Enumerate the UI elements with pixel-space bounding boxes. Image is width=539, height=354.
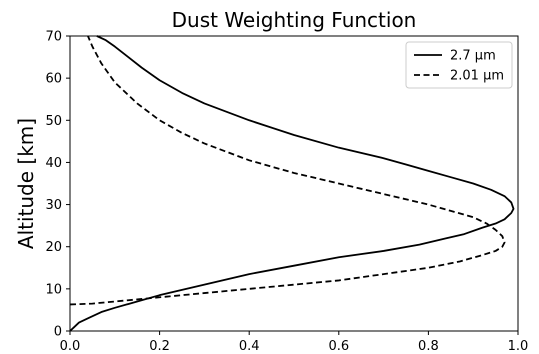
- x-tick-label: 0.0: [60, 339, 81, 354]
- y-tick-label: 30: [45, 198, 62, 213]
- y-axis-label: Altitude [km]: [14, 118, 38, 249]
- chart-title: Dust Weighting Function: [172, 8, 417, 32]
- y-tick-label: 0: [54, 325, 62, 340]
- series-line-2: [69, 35, 506, 306]
- legend: 2.7 μm 2.01 μm: [405, 41, 513, 89]
- y-tick-label: 50: [45, 114, 62, 129]
- y-tick-label: 10: [45, 282, 62, 297]
- x-tick-label: 0.4: [239, 339, 260, 354]
- x-tick-label: 0.8: [418, 339, 439, 354]
- legend-label-2: 2.01 μm: [450, 69, 504, 84]
- x-tick-label: 0.2: [149, 339, 170, 354]
- x-tick-label: 0.6: [328, 339, 349, 354]
- y-tick-label: 70: [45, 30, 62, 45]
- axes-layer: 0.0 0.2 0.4 0.6 0.8 1.0 0 10 20 30 40 50 60 70: [45, 30, 528, 354]
- y-tick-label: 40: [45, 156, 62, 171]
- y-tick-label: 20: [45, 240, 62, 255]
- y-tick-label: 60: [45, 72, 62, 87]
- legend-box: [405, 41, 513, 89]
- plot-frame: [69, 35, 519, 332]
- x-tick-label: 1.0: [508, 339, 529, 354]
- legend-label-1: 2.7 μm: [450, 49, 496, 64]
- series-layer: [69, 35, 515, 332]
